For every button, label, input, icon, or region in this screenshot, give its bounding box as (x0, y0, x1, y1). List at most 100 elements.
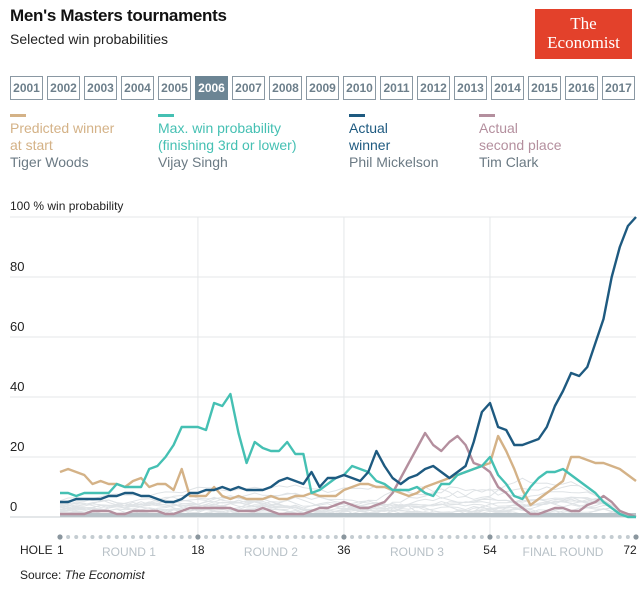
legend-player: Vijay Singh (158, 154, 228, 170)
hole-dot (114, 535, 119, 539)
hole-dot (90, 535, 95, 539)
chart-subtitle: Selected win probabilities (10, 31, 168, 47)
legend-item: Actual winner Phil Mickelson (349, 114, 438, 171)
year-tab-2017[interactable]: 2017 (602, 76, 635, 100)
hole-dot (471, 535, 476, 539)
series-line-vijay-singh (60, 392, 636, 519)
hole-dot (98, 535, 103, 539)
year-tab-2001[interactable]: 2001 (10, 76, 43, 100)
hole-dot (74, 535, 79, 539)
legend-item: Actual second place Tim Clark (479, 114, 562, 171)
hole-dot (552, 535, 557, 539)
y-axis-title: 100 % win probability (10, 199, 123, 213)
legend: Predicted winner at start Tiger Woods Max. … (10, 114, 640, 184)
hole-dot (504, 535, 509, 539)
hole-dot (204, 535, 209, 539)
hole-dot (536, 535, 541, 539)
hole-dot (195, 534, 201, 540)
hole-dot (406, 535, 411, 539)
hole-dot (268, 535, 273, 539)
y-tick-label: 60 (10, 319, 24, 334)
legend-label: second place (479, 137, 562, 153)
x-tick-label: 18 (191, 543, 205, 557)
chart-title: Men's Masters tournaments (10, 6, 227, 25)
hole-dot (350, 535, 355, 539)
other-player-line (59, 494, 637, 517)
year-tab-2010[interactable]: 2010 (343, 76, 376, 100)
hole-dot (301, 535, 306, 539)
hole-dot (512, 535, 517, 539)
year-tab-2004[interactable]: 2004 (121, 76, 154, 100)
source-prefix: Source: (20, 568, 65, 582)
year-tab-2007[interactable]: 2007 (232, 76, 265, 100)
hole-dot (544, 535, 549, 539)
hole-dot (617, 535, 622, 539)
legend-label: (finishing 3rd or lower) (158, 137, 297, 153)
hole-dot (382, 535, 387, 539)
hole-dot (244, 535, 249, 539)
hole-dot (163, 535, 168, 539)
hole-dot (625, 535, 630, 539)
year-tab-2008[interactable]: 2008 (269, 76, 302, 100)
hole-dot (220, 535, 225, 539)
hole-dot (520, 535, 525, 539)
hole-dot (463, 535, 468, 539)
legend-label: Max. win probability (158, 120, 281, 136)
hole-dot (398, 535, 403, 539)
hole-dot (155, 535, 160, 539)
economist-logo: The Economist (535, 9, 632, 59)
hole-dot (633, 534, 639, 540)
y-tick-label: 20 (10, 439, 24, 454)
hole-dot (277, 535, 282, 539)
hole-dot (366, 535, 371, 539)
logo-line-2: Economist (547, 33, 620, 52)
hole-dot (431, 535, 436, 539)
chart-svg: 0 20 40 60 80 100 % win probability HOLE 1 18 36 5… (10, 199, 639, 559)
hole-dot (82, 535, 87, 539)
series-line-phil-mickelson (60, 216, 637, 504)
hole-dot (414, 535, 419, 539)
legend-swatch (10, 114, 26, 117)
hole-dot (601, 535, 606, 539)
hole-dot (390, 535, 395, 539)
legend-player: Tiger Woods (10, 154, 89, 170)
year-tab-2016[interactable]: 2016 (565, 76, 598, 100)
year-tab-2014[interactable]: 2014 (491, 76, 524, 100)
legend-item: Predicted winner at start Tiger Woods (10, 114, 114, 171)
year-tab-2011[interactable]: 2011 (380, 76, 413, 100)
hole-dot (139, 535, 144, 539)
hole-dot (212, 535, 217, 539)
hole-dot (147, 535, 152, 539)
year-tab-2003[interactable]: 2003 (84, 76, 117, 100)
hole-dot (609, 535, 614, 539)
series-line-tiger-woods (59, 434, 637, 507)
hole-dot (236, 535, 241, 539)
hole-dot (66, 535, 71, 539)
hole-dot (187, 535, 192, 539)
y-tick-label: 40 (10, 379, 24, 394)
hole-dot (179, 535, 184, 539)
legend-item: Max. win probability (finishing 3rd or lo… (158, 114, 297, 171)
year-tab-2013[interactable]: 2013 (454, 76, 487, 100)
hole-dot (309, 535, 314, 539)
year-tab-2009[interactable]: 2009 (306, 76, 339, 100)
hole-dot (358, 535, 363, 539)
year-tab-2005[interactable]: 2005 (158, 76, 191, 100)
hole-dot (325, 535, 330, 539)
hole-dot (171, 535, 176, 539)
year-tab-2012[interactable]: 2012 (417, 76, 450, 100)
source-name: The Economist (64, 568, 145, 582)
year-tab-2015[interactable]: 2015 (528, 76, 561, 100)
hole-dot (439, 535, 444, 539)
year-tab-2006[interactable]: 2006 (195, 76, 228, 100)
year-tab-2002[interactable]: 2002 (47, 76, 80, 100)
legend-label: Predicted winner (10, 120, 115, 136)
y-tick-label: 80 (10, 259, 24, 274)
round-label: ROUND 2 (244, 545, 298, 559)
hole-dot (423, 535, 428, 539)
legend-swatch (349, 114, 365, 117)
x-tick-label: 72 (623, 543, 637, 557)
round-label: ROUND 1 (102, 545, 156, 559)
hole-dot (317, 535, 322, 539)
hole-dot (341, 534, 347, 540)
